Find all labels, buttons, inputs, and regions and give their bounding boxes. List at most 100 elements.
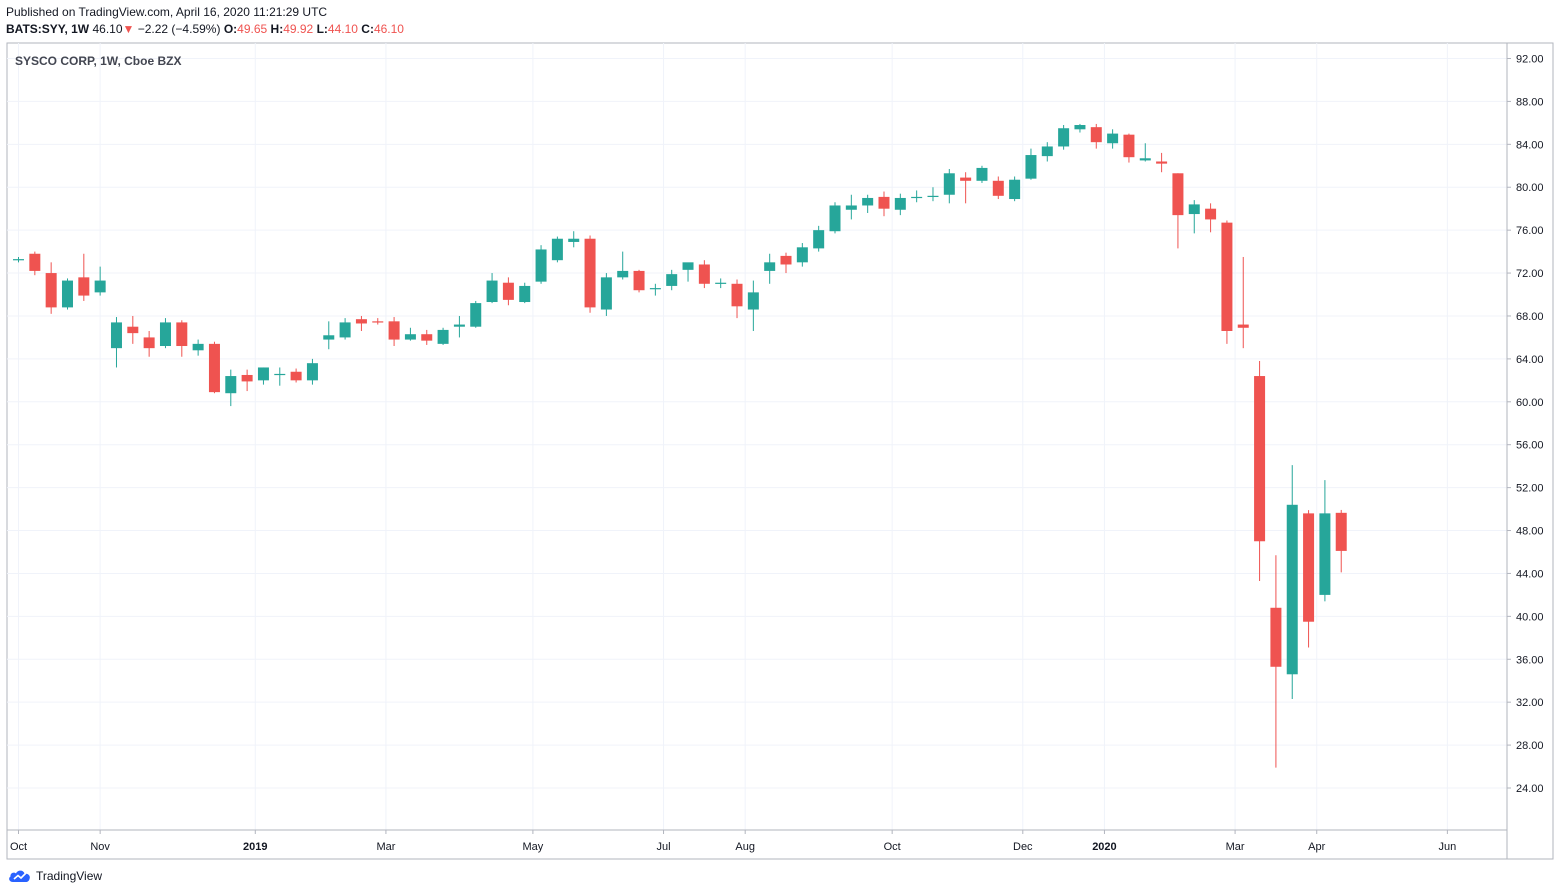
- candle-body: [453, 324, 465, 327]
- price-tick-label: 60.00: [1516, 397, 1544, 409]
- candle: [1156, 152, 1168, 173]
- candle-body: [192, 343, 204, 351]
- candle-body: [845, 205, 857, 210]
- candle-body: [617, 270, 629, 278]
- candle-body: [600, 277, 612, 310]
- candle-body: [1270, 607, 1282, 667]
- candle: [878, 191, 890, 217]
- candle: [649, 283, 661, 296]
- price-tick-label: 40.00: [1516, 611, 1544, 623]
- candle: [453, 315, 465, 338]
- candle: [1074, 123, 1086, 133]
- candle-body: [306, 363, 318, 381]
- candle: [421, 329, 433, 345]
- candle-body: [94, 280, 106, 293]
- candle: [682, 262, 694, 282]
- candle-body: [992, 180, 1004, 196]
- candle: [584, 235, 596, 313]
- price-tick-label: 76.00: [1516, 225, 1544, 237]
- candle-body: [143, 337, 155, 349]
- candle-body: [1286, 504, 1298, 675]
- candle: [1205, 203, 1217, 233]
- candle-body: [633, 270, 645, 291]
- candle: [1303, 510, 1315, 648]
- down-arrow-icon: ▼: [122, 22, 135, 36]
- candle: [486, 273, 498, 304]
- time-tick-label: Nov: [90, 841, 110, 853]
- quote-line: BATS:SYY, 1W 46.10▼ −2.22 (−4.59%) O:49.…: [6, 22, 404, 36]
- candle: [1025, 148, 1037, 180]
- candle: [731, 279, 743, 319]
- time-tick-label: 2020: [1092, 841, 1116, 853]
- candle-body: [894, 197, 906, 210]
- open-value: 49.65: [237, 22, 268, 36]
- candle-body: [486, 280, 498, 303]
- candle-body: [568, 238, 580, 242]
- candle: [845, 194, 857, 220]
- time-tick-label: Apr: [1308, 841, 1325, 853]
- high-label: H:: [270, 22, 284, 36]
- candle-body: [829, 205, 841, 232]
- candle: [404, 327, 416, 341]
- candle: [796, 243, 808, 267]
- candle-body: [698, 264, 710, 284]
- candle: [94, 266, 106, 296]
- candle-body: [813, 230, 825, 249]
- candle-body: [159, 322, 171, 347]
- candle: [568, 231, 580, 248]
- time-axis[interactable]: Oct Nov 2019 Mar May Jul Aug Oct Dec 2020 Mar Apr Ju…: [10, 830, 1456, 853]
- candle-body: [225, 376, 237, 394]
- candle-body: [960, 177, 972, 181]
- price-tick-label: 28.00: [1516, 740, 1544, 752]
- footer-brand: TradingView: [36, 869, 103, 883]
- candle: [274, 367, 286, 386]
- candle: [764, 253, 776, 284]
- candle-body: [747, 292, 759, 310]
- candle-body: [682, 262, 694, 270]
- candle: [960, 172, 972, 204]
- candle: [1188, 200, 1200, 234]
- candle: [306, 358, 318, 385]
- price-axis[interactable]: 92.00 88.00 84.00 80.00 76.00 72.00 68.00 64.00…: [1507, 54, 1544, 796]
- candle-body: [290, 371, 302, 381]
- candle-body: [1025, 155, 1037, 179]
- candle-body: [339, 322, 351, 338]
- candle: [372, 318, 384, 325]
- candle-body: [715, 282, 727, 284]
- candle: [127, 315, 139, 344]
- candle: [13, 256, 24, 263]
- candle: [747, 280, 759, 331]
- candle-body: [61, 280, 73, 308]
- candle: [339, 318, 351, 340]
- candle: [61, 278, 73, 310]
- candle: [241, 369, 253, 392]
- candle-body: [1335, 512, 1347, 551]
- price-tick-label: 36.00: [1516, 654, 1544, 666]
- candle: [862, 194, 874, 213]
- candle-body: [78, 277, 90, 296]
- candle-body: [323, 335, 335, 340]
- candles: [13, 123, 1347, 768]
- candle-body: [780, 255, 792, 265]
- open-label: O:: [223, 22, 238, 36]
- candle: [715, 278, 727, 289]
- price-tick-label: 80.00: [1516, 182, 1544, 194]
- candle: [225, 369, 237, 407]
- candle-body: [241, 374, 253, 382]
- candle-body: [911, 196, 923, 199]
- candle: [617, 251, 629, 280]
- tradingview-logo[interactable]: TradingView: [8, 869, 102, 883]
- candle-body: [1058, 128, 1070, 147]
- candle-body: [437, 329, 449, 344]
- price-tick-label: 44.00: [1516, 568, 1544, 580]
- candle-body: [1009, 179, 1021, 200]
- candle-body: [176, 322, 188, 347]
- candle-body: [1074, 125, 1086, 130]
- candle: [1041, 142, 1053, 162]
- close-value: 46.10: [373, 22, 404, 36]
- candle-body: [584, 238, 596, 308]
- candle: [780, 252, 792, 274]
- candle: [1139, 143, 1151, 162]
- candle-body: [1041, 146, 1053, 157]
